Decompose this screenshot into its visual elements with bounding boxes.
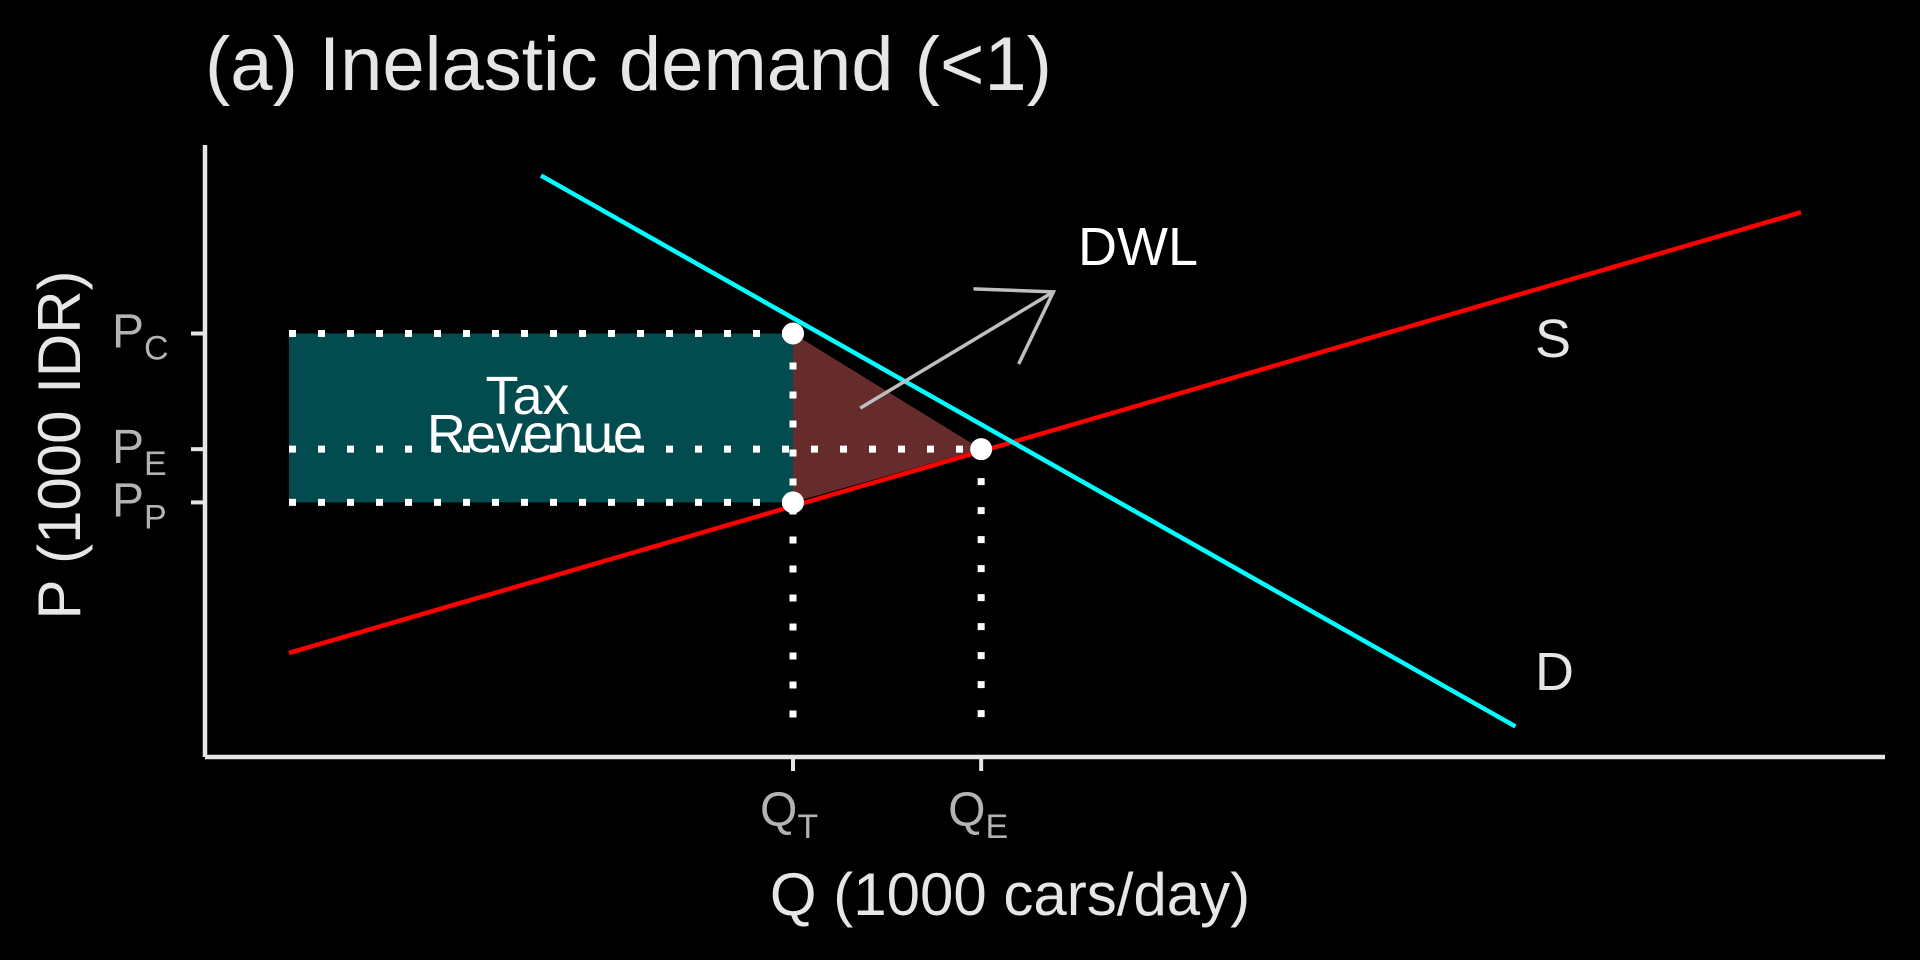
dwl-arrow-head <box>973 287 1057 365</box>
supply-curve-label: S <box>1535 309 1571 369</box>
x-tick-main: Q <box>948 784 985 837</box>
point-pp-qt <box>782 491 804 514</box>
supply-curve <box>288 210 1802 656</box>
x-tick-sub: T <box>797 808 818 846</box>
x-tick-label: QT <box>760 784 818 846</box>
tax-revenue-label-line2: Revenue <box>427 404 643 464</box>
y-tick-label: PE <box>112 421 167 483</box>
y-tick-sub: P <box>144 498 167 536</box>
y-tick-main: P <box>112 421 144 474</box>
tax-revenue-label-line1: Tax <box>485 366 569 426</box>
tax-revenue-area <box>289 333 793 503</box>
y-tick-label: PP <box>112 474 167 536</box>
tax-revenue-label: Tax Revenue <box>427 366 643 464</box>
y-tick-main: P <box>112 305 144 358</box>
x-axis-title: Q (1000 cars/day) <box>770 861 1250 928</box>
x-tick-sub: E <box>986 808 1009 846</box>
y-tick-sub: E <box>144 445 167 483</box>
x-tick-main: Q <box>760 784 797 837</box>
y-axis-title: P (1000 IDR) <box>26 270 93 619</box>
point-equilibrium <box>970 438 993 461</box>
y-tick-label: PC <box>112 305 169 367</box>
y-tick-main: P <box>112 474 144 527</box>
x-tick-label: QE <box>948 784 1008 846</box>
chart-title: (a) Inelastic demand (<1) <box>205 22 1052 107</box>
dwl-arrow-shaft <box>859 290 1055 410</box>
deadweight-loss-area <box>793 333 982 503</box>
point-pc-qt <box>782 322 804 345</box>
dwl-label: DWL <box>1078 217 1198 277</box>
demand-curve <box>539 173 1517 729</box>
y-tick-sub: C <box>144 329 169 367</box>
demand-curve-label: D <box>1535 642 1574 702</box>
